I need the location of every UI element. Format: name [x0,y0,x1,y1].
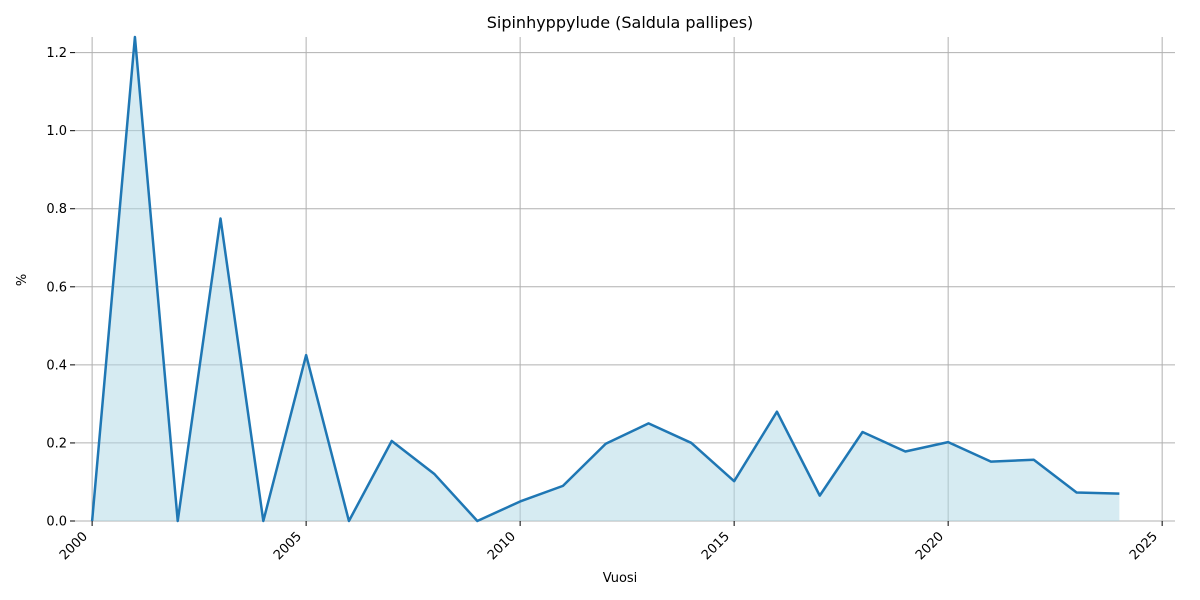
y-axis: 0.0 0.2 0.4 0.6 0.8 1.0 1.2 [46,46,75,530]
x-tick-label: 2005 [271,529,305,563]
y-tick-label: 1.0 [46,124,67,139]
y-tick-label: 0.0 [46,515,67,530]
x-tick-label: 2010 [485,529,519,563]
x-tick-label: 2000 [57,529,91,563]
chart-title: Sipinhyppylude (Saldula pallipes) [487,13,754,32]
x-tick-label: 2020 [913,529,947,563]
y-tick-label: 0.6 [46,280,67,295]
y-tick-label: 0.8 [46,202,67,217]
x-tick-label: 2025 [1127,529,1161,563]
y-tick-label: 1.2 [46,46,67,61]
x-axis: 2000 2005 2010 2015 2020 2025 [57,521,1163,563]
y-axis-label: % [15,274,30,286]
y-tick-label: 0.4 [46,358,67,373]
x-tick-label: 2015 [699,529,733,563]
series-area-fill [92,37,1120,521]
line-layer [90,35,1120,523]
y-tick-label: 0.2 [46,436,67,451]
x-axis-label: Vuosi [603,571,638,586]
area-layer [92,37,1120,521]
